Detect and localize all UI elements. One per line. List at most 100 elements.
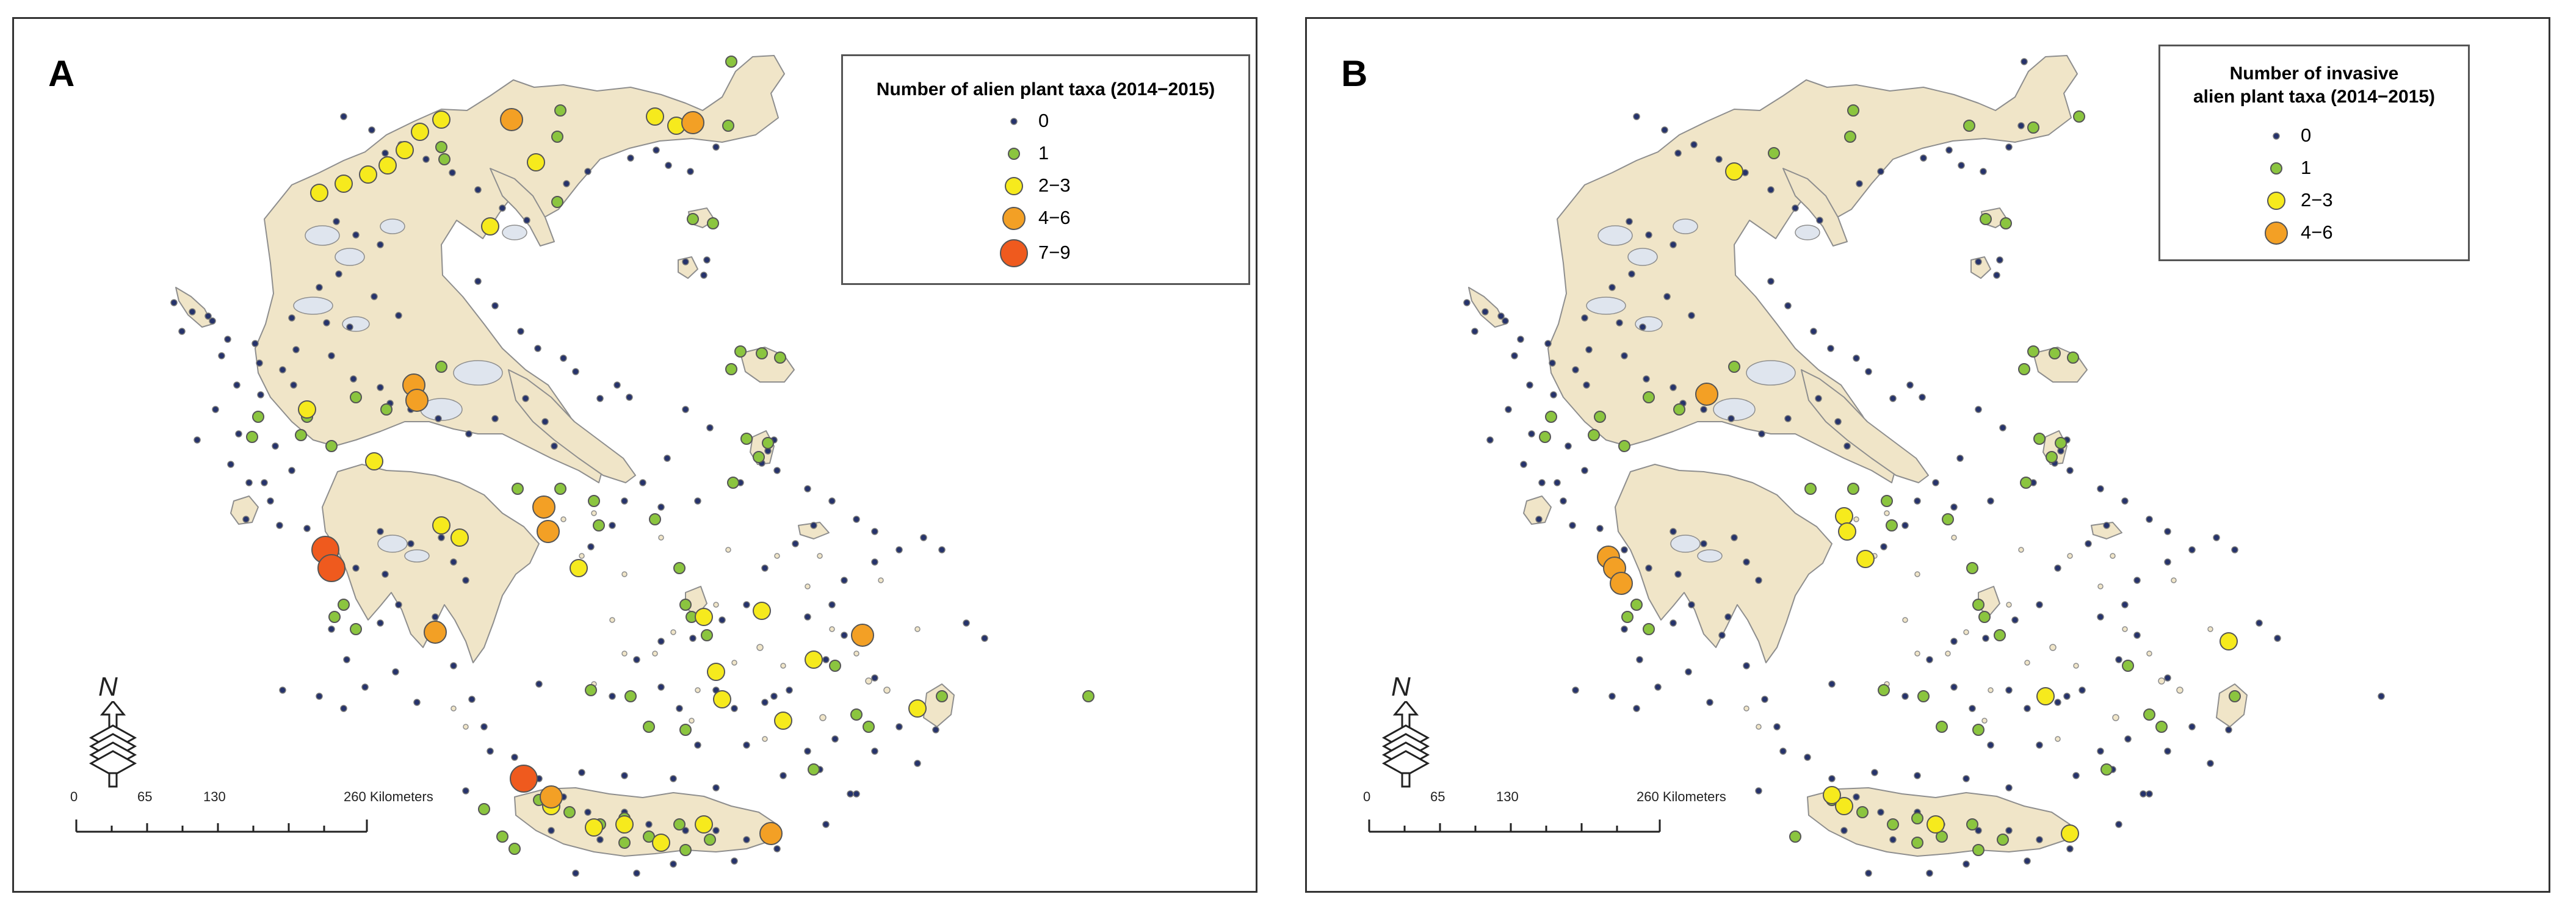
site-marker-1 bbox=[1972, 599, 1984, 611]
site-marker-0 bbox=[204, 312, 212, 320]
site-marker-0 bbox=[2103, 522, 2110, 529]
site-marker-0 bbox=[1471, 328, 1478, 335]
site-marker-7-9 bbox=[317, 554, 346, 582]
site-marker-0 bbox=[1688, 312, 1695, 319]
legend-label: 1 bbox=[1038, 142, 1049, 164]
site-marker-0 bbox=[377, 528, 384, 535]
site-marker-1 bbox=[2067, 351, 2079, 364]
site-marker-0 bbox=[1535, 516, 1543, 523]
lake bbox=[502, 225, 527, 240]
site-marker-0 bbox=[335, 270, 342, 278]
site-marker-0 bbox=[841, 577, 848, 584]
site-marker-4-6 bbox=[1610, 572, 1633, 595]
site-marker-0 bbox=[2079, 686, 2086, 694]
site-marker-1 bbox=[1847, 483, 1859, 495]
scale-bar-line bbox=[1368, 820, 1661, 833]
site-marker-0 bbox=[1982, 635, 1989, 642]
site-marker-0 bbox=[1463, 299, 1471, 306]
site-marker-1 bbox=[679, 599, 692, 611]
site-marker-0 bbox=[2164, 748, 2171, 755]
site-marker-0 bbox=[491, 302, 499, 309]
site-marker-1 bbox=[554, 483, 566, 495]
site-marker-0 bbox=[653, 146, 660, 154]
legend-title-line: alien plant taxa (2014−2015) bbox=[2193, 86, 2436, 107]
site-marker-0 bbox=[340, 705, 347, 712]
site-marker-0 bbox=[233, 381, 241, 389]
site-marker-1 bbox=[438, 153, 450, 165]
site-marker-0 bbox=[1958, 162, 1965, 169]
site-marker-0 bbox=[2017, 122, 2025, 129]
site-marker-0 bbox=[1645, 564, 1652, 572]
site-marker-4-6 bbox=[424, 621, 447, 644]
site-marker-0 bbox=[773, 467, 781, 474]
site-marker-0 bbox=[1926, 656, 1933, 663]
islet bbox=[883, 686, 891, 694]
islet bbox=[1981, 718, 1988, 724]
site-marker-0 bbox=[450, 662, 457, 669]
land-mainland bbox=[1547, 55, 2078, 483]
site-marker-0 bbox=[1975, 258, 1982, 265]
site-marker-0 bbox=[1572, 366, 1579, 373]
land-rhodes bbox=[2216, 683, 2248, 727]
site-marker-2-3 bbox=[481, 217, 499, 236]
site-marker-0 bbox=[462, 577, 469, 584]
site-marker-1 bbox=[435, 361, 447, 373]
north-arrow-icon bbox=[89, 701, 137, 788]
site-marker-0 bbox=[718, 616, 726, 624]
site-marker-1 bbox=[1994, 629, 2006, 641]
site-marker-0 bbox=[352, 231, 360, 239]
islet bbox=[689, 718, 695, 724]
site-marker-1 bbox=[863, 721, 875, 733]
site-marker-4-6 bbox=[500, 108, 523, 131]
islet bbox=[2018, 547, 2024, 553]
site-marker-1 bbox=[551, 196, 563, 208]
land-corfu bbox=[1468, 287, 1506, 328]
site-marker-1 bbox=[1978, 611, 1991, 623]
site-marker-0 bbox=[178, 328, 186, 335]
site-marker-0 bbox=[1511, 352, 1518, 359]
site-marker-0 bbox=[1877, 168, 1884, 175]
site-marker-0 bbox=[587, 543, 595, 550]
site-marker-1 bbox=[1643, 623, 1655, 635]
site-marker-0 bbox=[2133, 577, 2141, 584]
scale-bar-line bbox=[75, 820, 368, 833]
site-marker-0 bbox=[422, 156, 430, 163]
site-marker-0 bbox=[1914, 772, 1921, 779]
site-marker-0 bbox=[288, 314, 295, 322]
site-marker-1 bbox=[1966, 562, 1978, 574]
site-marker-0 bbox=[2097, 613, 2104, 621]
islet bbox=[579, 553, 585, 559]
site-marker-0 bbox=[613, 381, 621, 389]
islet bbox=[658, 535, 664, 541]
site-marker-0 bbox=[1528, 430, 1535, 438]
site-marker-0 bbox=[1871, 769, 1878, 776]
site-marker-0 bbox=[1999, 424, 2006, 431]
site-marker-0 bbox=[1663, 293, 1671, 300]
site-marker-0 bbox=[551, 442, 558, 450]
site-marker-0 bbox=[804, 613, 811, 621]
site-marker-0 bbox=[1761, 696, 1768, 703]
site-marker-0 bbox=[1784, 415, 1792, 422]
site-marker-1 bbox=[774, 351, 786, 364]
site-marker-1 bbox=[1886, 519, 1898, 531]
panel-label: B bbox=[1341, 53, 1368, 94]
site-marker-1 bbox=[563, 806, 576, 818]
site-marker-1 bbox=[1082, 690, 1094, 702]
site-marker-1 bbox=[2155, 721, 2168, 733]
site-marker-0 bbox=[810, 522, 817, 529]
site-marker-0 bbox=[257, 391, 264, 398]
lake bbox=[335, 248, 365, 266]
site-marker-0 bbox=[256, 359, 263, 367]
site-marker-0 bbox=[627, 154, 634, 162]
site-marker-2-3 bbox=[1725, 162, 1743, 181]
site-marker-0 bbox=[761, 564, 769, 572]
site-marker-0 bbox=[1636, 656, 1643, 663]
site-marker-0 bbox=[2121, 497, 2129, 505]
site-marker-1 bbox=[701, 629, 713, 641]
site-marker-0 bbox=[2115, 656, 2122, 663]
site-marker-0 bbox=[1585, 346, 1593, 353]
site-marker-2-3 bbox=[585, 818, 603, 837]
site-marker-2-3 bbox=[753, 602, 771, 620]
land-peloponnese bbox=[1615, 464, 1833, 663]
site-marker-0 bbox=[1996, 256, 2003, 264]
